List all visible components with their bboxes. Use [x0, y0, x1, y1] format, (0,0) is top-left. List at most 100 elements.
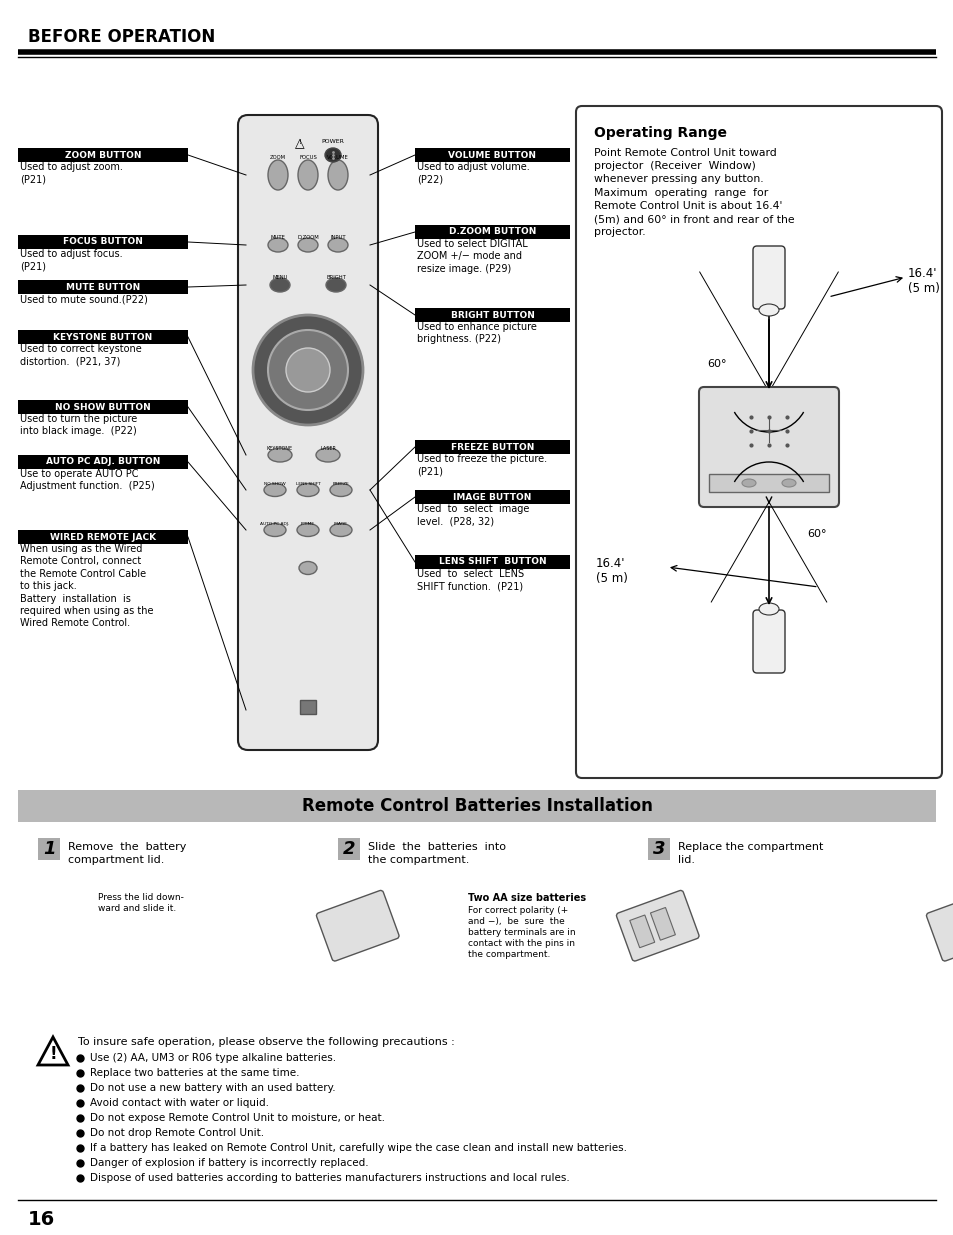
Text: Point Remote Control Unit toward
projector  (Receiver  Window)
whenever pressing: Point Remote Control Unit toward project… [594, 148, 794, 237]
Ellipse shape [264, 524, 286, 536]
Text: BRIGHT BUTTON: BRIGHT BUTTON [450, 310, 534, 320]
Text: If a battery has leaked on Remote Control Unit, carefully wipe the case clean an: If a battery has leaked on Remote Contro… [90, 1144, 626, 1153]
Ellipse shape [759, 304, 779, 316]
FancyBboxPatch shape [576, 106, 941, 778]
Text: LENS SHIFT: LENS SHIFT [295, 482, 320, 487]
Circle shape [268, 330, 348, 410]
Text: Used to adjust zoom.
(P21): Used to adjust zoom. (P21) [20, 162, 123, 184]
Text: Used  to  select  image
level.  (P28, 32): Used to select image level. (P28, 32) [416, 504, 529, 526]
Ellipse shape [268, 238, 288, 252]
Text: For correct polarity (+
and −),  be  sure  the
battery terminals are in
contact : For correct polarity (+ and −), be sure … [468, 906, 575, 960]
Text: 2: 2 [342, 840, 355, 858]
Bar [337, 839, 359, 860]
Text: Use to operate AUTO PC
Adjustment function.  (P25): Use to operate AUTO PC Adjustment functi… [20, 469, 154, 492]
Bar [415, 308, 569, 322]
Text: Remote Control Batteries Installation: Remote Control Batteries Installation [301, 797, 652, 815]
Text: Press the lid down-
ward and slide it.: Press the lid down- ward and slide it. [98, 893, 184, 913]
Text: Dispose of used batteries according to batteries manufacturers instructions and : Dispose of used batteries according to b… [90, 1173, 569, 1183]
Text: Do not drop Remote Control Unit.: Do not drop Remote Control Unit. [90, 1128, 264, 1137]
Text: BEFORE OPERATION: BEFORE OPERATION [28, 28, 215, 46]
Text: AUTO PC ADJ.: AUTO PC ADJ. [260, 522, 290, 526]
Text: NO SHOW: NO SHOW [264, 482, 286, 487]
Text: To insure safe operation, please observe the following precautions :: To insure safe operation, please observe… [78, 1037, 455, 1047]
Circle shape [286, 348, 330, 391]
Ellipse shape [268, 448, 292, 462]
Text: Operating Range: Operating Range [594, 126, 726, 140]
Ellipse shape [268, 161, 288, 190]
Text: POWER: POWER [321, 140, 344, 144]
Text: Used to mute sound.(P22): Used to mute sound.(P22) [20, 294, 148, 304]
Text: FOCUS BUTTON: FOCUS BUTTON [63, 237, 143, 247]
Text: Used to enhance picture
brightness. (P22): Used to enhance picture brightness. (P22… [416, 322, 537, 345]
Text: VOLUME: VOLUME [327, 156, 349, 161]
Text: Slide  the  batteries  into
the compartment.: Slide the batteries into the compartment… [368, 842, 505, 866]
Bar [415, 148, 569, 162]
Bar [415, 440, 569, 454]
Text: Replace the compartment
lid.: Replace the compartment lid. [678, 842, 822, 866]
Text: !: ! [50, 1045, 57, 1063]
FancyBboxPatch shape [316, 890, 398, 961]
Text: Use (2) AA, UM3 or R06 type alkaline batteries.: Use (2) AA, UM3 or R06 type alkaline bat… [90, 1053, 335, 1063]
Ellipse shape [741, 479, 755, 487]
Text: When using as the Wired
Remote Control, connect
the Remote Control Cable
to this: When using as the Wired Remote Control, … [20, 543, 153, 629]
Bar [18, 454, 188, 469]
Ellipse shape [328, 238, 348, 252]
Text: Do not expose Remote Control Unit to moisture, or heat.: Do not expose Remote Control Unit to moi… [90, 1113, 385, 1123]
Text: Used to adjust volume.
(P22): Used to adjust volume. (P22) [416, 162, 529, 184]
Circle shape [253, 315, 363, 425]
Text: Used to correct keystone
distortion.  (P21, 37): Used to correct keystone distortion. (P2… [20, 345, 142, 367]
Text: 16: 16 [28, 1210, 55, 1229]
Text: MUTE BUTTON: MUTE BUTTON [66, 283, 140, 291]
Text: WIRED REMOTE JACK: WIRED REMOTE JACK [50, 532, 156, 541]
Ellipse shape [325, 148, 340, 162]
Ellipse shape [296, 524, 318, 536]
Bar [708, 474, 828, 492]
Text: 3: 3 [652, 840, 664, 858]
Bar [18, 280, 188, 294]
Text: Used to freeze the picture.
(P21): Used to freeze the picture. (P21) [416, 454, 547, 477]
Bar [299, 700, 315, 714]
FancyBboxPatch shape [752, 246, 784, 309]
Text: KEYSTONE: KEYSTONE [267, 446, 293, 451]
Text: 60°: 60° [806, 529, 825, 538]
Text: D.ZOOM BUTTON: D.ZOOM BUTTON [448, 227, 536, 236]
Text: INPUT: INPUT [330, 235, 345, 240]
Text: KEYSTONE BUTTON: KEYSTONE BUTTON [53, 332, 152, 342]
Text: Replace two batteries at the same time.: Replace two batteries at the same time. [90, 1068, 299, 1078]
Polygon shape [38, 1037, 68, 1065]
Bar [18, 330, 188, 345]
Text: ZOOM BUTTON: ZOOM BUTTON [65, 151, 141, 159]
Text: △: △ [294, 137, 305, 149]
FancyBboxPatch shape [616, 890, 699, 961]
Ellipse shape [298, 562, 316, 574]
Bar [18, 235, 188, 249]
Text: Two AA size batteries: Two AA size batteries [468, 893, 585, 903]
Ellipse shape [297, 161, 317, 190]
Bar [18, 148, 188, 162]
Bar [18, 530, 188, 543]
Bar [38, 839, 60, 860]
Text: AUTO PC ADJ. BUTTON: AUTO PC ADJ. BUTTON [46, 457, 160, 467]
Text: MUTE: MUTE [271, 235, 285, 240]
Text: 16.4'
(5 m): 16.4' (5 m) [907, 267, 939, 295]
Bar [415, 225, 569, 240]
Text: FREEZE BUTTON: FREEZE BUTTON [451, 442, 534, 452]
Text: Danger of explosion if battery is incorrectly replaced.: Danger of explosion if battery is incorr… [90, 1158, 368, 1168]
Bar [629, 915, 654, 947]
FancyBboxPatch shape [237, 115, 377, 750]
Ellipse shape [328, 161, 348, 190]
Text: IMAGE BUTTON: IMAGE BUTTON [453, 493, 531, 501]
Text: FREEZE: FREEZE [333, 482, 349, 487]
Text: D.ZOOM: D.ZOOM [296, 235, 318, 240]
Text: Do not use a new battery with an used battery.: Do not use a new battery with an used ba… [90, 1083, 335, 1093]
Text: Used to turn the picture
into black image.  (P22): Used to turn the picture into black imag… [20, 414, 137, 436]
Text: LENS SHIFT  BUTTON: LENS SHIFT BUTTON [438, 557, 546, 567]
FancyBboxPatch shape [925, 890, 953, 961]
Text: Used  to  select  LENS
SHIFT function.  (P21): Used to select LENS SHIFT function. (P21… [416, 569, 523, 592]
Text: MENU: MENU [272, 275, 288, 280]
Ellipse shape [270, 278, 290, 291]
Ellipse shape [330, 483, 352, 496]
Text: VOLUME BUTTON: VOLUME BUTTON [448, 151, 536, 159]
Bar [415, 490, 569, 504]
Text: NO SHOW BUTTON: NO SHOW BUTTON [55, 403, 151, 411]
